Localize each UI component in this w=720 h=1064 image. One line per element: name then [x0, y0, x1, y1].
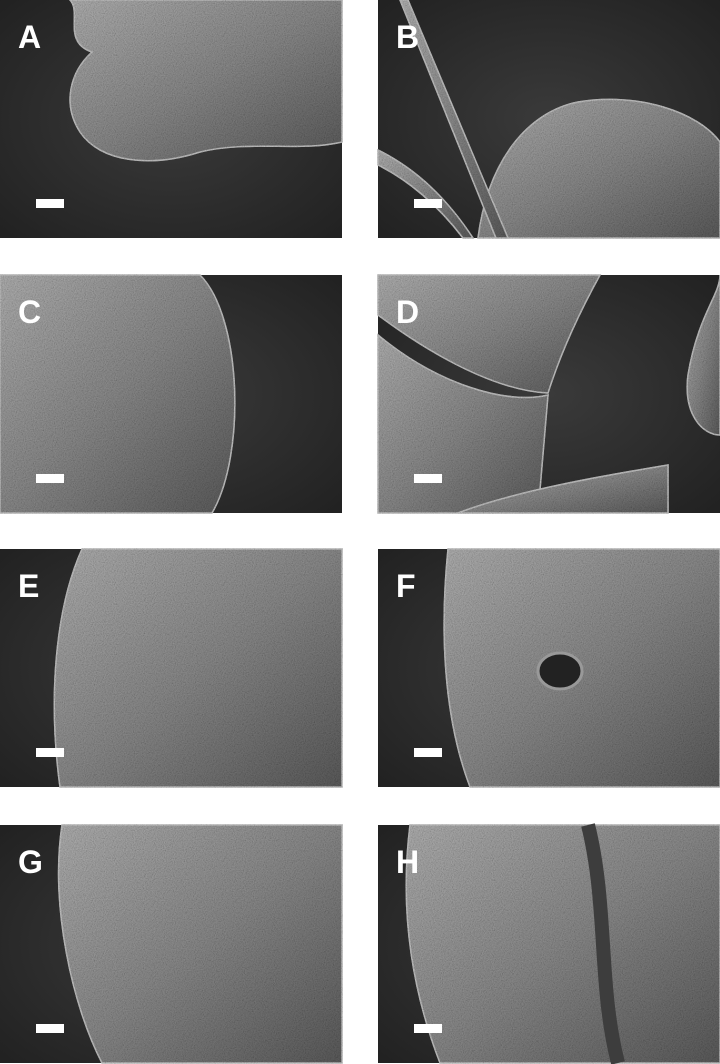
- specimen-surface: [377, 333, 549, 514]
- panel-label: F: [396, 568, 416, 604]
- scale-bar: [36, 474, 64, 483]
- panel: F: [378, 548, 720, 788]
- scale-bar: [36, 748, 64, 757]
- pore: [536, 651, 584, 691]
- specimen-surface: [399, 0, 510, 239]
- specimen-surface: [405, 824, 720, 1064]
- scale-bar: [414, 199, 442, 208]
- panel-label: D: [396, 294, 419, 330]
- panel: H: [378, 823, 720, 1064]
- panel: D: [377, 274, 720, 514]
- panel-label: A: [18, 19, 41, 55]
- specimen-surface: [457, 464, 669, 514]
- scale-bar: [414, 748, 442, 757]
- panel: E: [0, 548, 343, 788]
- specimen-surface: [477, 98, 720, 239]
- specimen-surface: [377, 148, 475, 239]
- scale-bar: [414, 1024, 442, 1033]
- groove: [581, 823, 625, 1064]
- panel: B: [377, 0, 720, 239]
- panel: G: [0, 824, 343, 1064]
- panel-label: E: [18, 568, 39, 604]
- specimen-surface: [53, 548, 343, 788]
- specimen-surface: [57, 824, 343, 1064]
- specimen-surface: [686, 274, 720, 436]
- panel: C: [0, 274, 342, 514]
- panel-label: C: [18, 294, 41, 330]
- panel-label: H: [396, 844, 419, 880]
- specimen-surface: [377, 274, 602, 394]
- panel: A: [0, 0, 343, 238]
- scale-bar: [36, 199, 64, 208]
- panel-label: B: [396, 19, 419, 55]
- scale-bar: [36, 1024, 64, 1033]
- specimen-surface: [68, 0, 343, 162]
- specimen-surface: [0, 274, 236, 514]
- scale-bar: [414, 474, 442, 483]
- panel-label: G: [18, 844, 43, 880]
